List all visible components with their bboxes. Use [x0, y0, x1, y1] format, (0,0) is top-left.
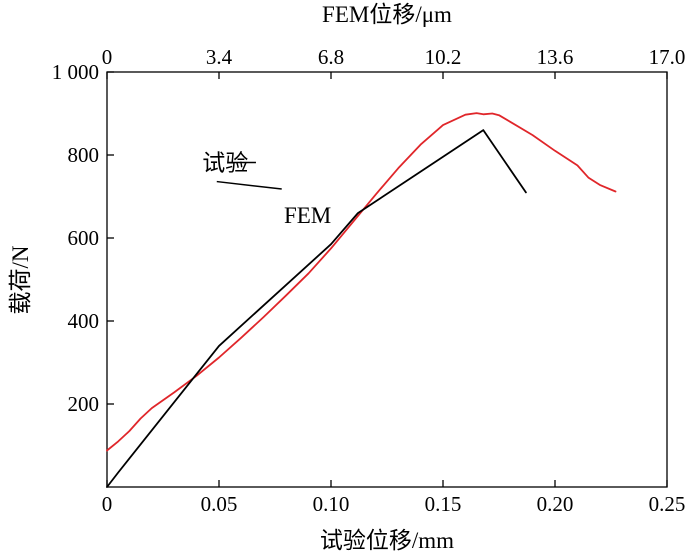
- x2-tick-label: 13.6: [537, 45, 574, 69]
- series-line-experiment: [106, 112, 617, 452]
- y-tick-label: 200: [68, 392, 100, 416]
- y-axis-title: 载荷/N: [8, 245, 33, 314]
- x2-tick-label: 6.8: [318, 45, 344, 69]
- y-tick-label: 400: [68, 309, 100, 333]
- x-axis-title: 试验位移/mm: [320, 528, 454, 553]
- y-tick-label: 1 000: [52, 60, 99, 84]
- series-layer: [106, 112, 617, 488]
- x-tick-label: 0.05: [201, 492, 238, 516]
- annotations-layer: 试验 FEM: [202, 150, 331, 228]
- plot-frame: [106, 71, 668, 488]
- annotation-leader-line: [216, 180, 282, 190]
- ticks-layer: 0 0.05 0.10 0.15 0.20 0.25 0 3.4 6.8 10.2 13.6 17.0…: [52, 45, 686, 516]
- x2-tick-label: 17.0: [649, 45, 686, 69]
- y-tick-label: 800: [68, 143, 100, 167]
- y-tick-label: 600: [68, 226, 100, 250]
- annotation-label: 试验: [202, 150, 248, 175]
- x2-axis-title: FEM位移/μm: [322, 2, 452, 27]
- x2-tick-label: 0: [102, 45, 113, 69]
- x-tick-label: 0.15: [425, 492, 462, 516]
- x-tick-label: 0: [102, 492, 113, 516]
- series-line-fem: [106, 129, 527, 488]
- x2-tick-label: 10.2: [425, 45, 462, 69]
- x-tick-label: 0.10: [313, 492, 350, 516]
- annotation-label: FEM: [284, 203, 331, 228]
- x-tick-label: 0.25: [649, 492, 686, 516]
- x-tick-label: 0.20: [537, 492, 574, 516]
- x2-tick-label: 3.4: [206, 45, 233, 69]
